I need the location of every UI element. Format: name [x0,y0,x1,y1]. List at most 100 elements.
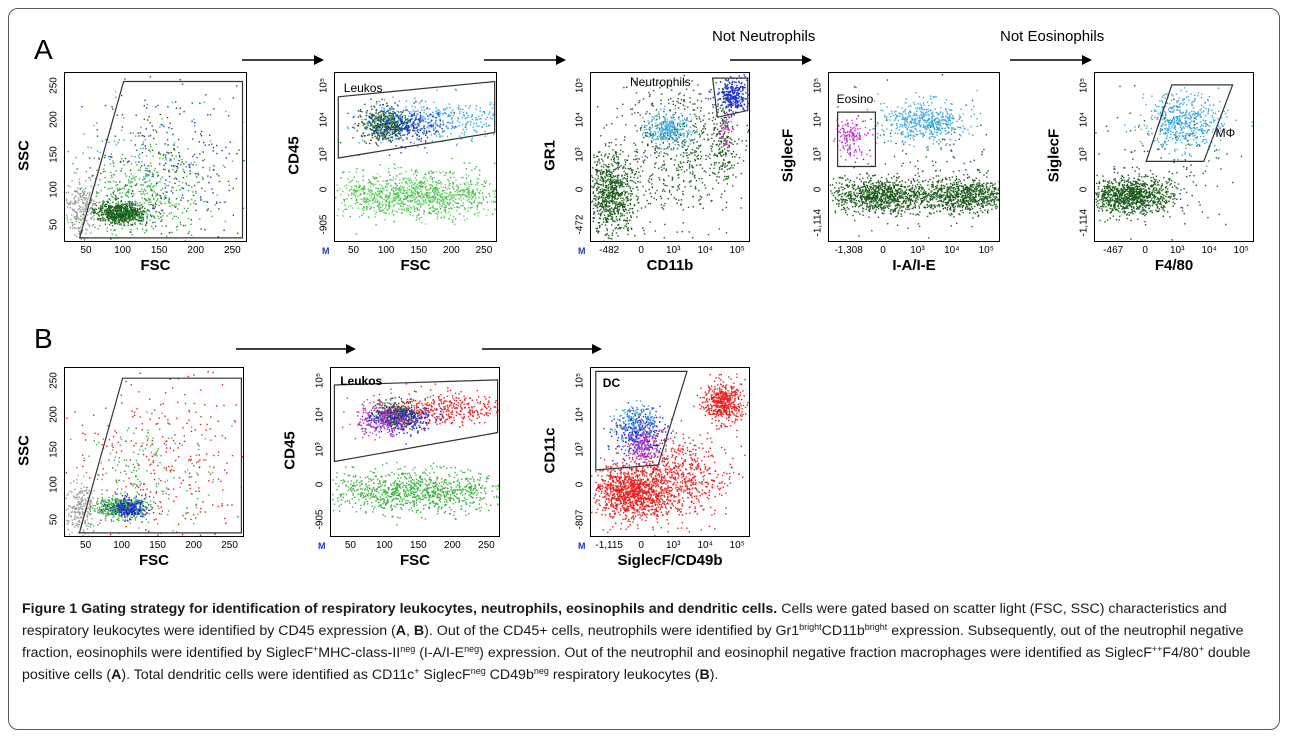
x-tick-label: 10⁴ [697,540,713,551]
caption-text: , [406,623,414,639]
event-cluster [833,117,879,161]
x-tick-label: 200 [444,540,461,551]
gate-polygon [78,80,244,239]
y-tick-label: 0 [1078,186,1090,193]
y-tick-label: -1,114 [1078,208,1090,237]
marker-m: M [322,246,330,256]
x-tick-label: 100 [376,540,393,551]
event-cluster [332,461,499,526]
event-cluster [604,418,746,533]
y-tick-label: 10³ [314,442,326,458]
y-tick-label: -472 [574,214,586,235]
caption-text: Cells were gated based on scatter light … [22,601,1227,639]
marker-m: M [578,246,586,256]
caption-text: (I-A/I-E [415,645,465,661]
caption-text: F4/80 [1162,645,1199,661]
x-tick-label: -467 [1103,245,1124,256]
event-cluster [336,166,496,226]
marker-m: M [318,541,326,551]
caption-sup: ++ [1151,644,1163,654]
y-tick-label: 10⁴ [314,407,326,423]
y-tick-label: -905 [314,509,326,530]
x-tick-label: 10³ [665,540,681,551]
x-tick-label: -482 [599,245,620,256]
y-tick-label: 150 [48,441,60,459]
caption-text: respiratory leukocytes ( [548,667,700,683]
dot-plot-svg [591,370,749,536]
caption-ref: B [413,623,425,639]
event-cluster [866,89,982,151]
event-cluster [693,373,749,448]
caption-sup: + [414,666,420,676]
x-tick-label: 50 [80,245,92,256]
x-tick-label: 100 [377,245,395,256]
event-cluster [79,492,162,526]
x-tick-label: 100 [114,245,131,256]
caption-text: ). Out of the CD45+ cells, neutrophils w… [424,623,800,639]
panel-letter-b: B [34,323,53,354]
y-axis-title: SiglecF [1045,128,1063,183]
gate-arrow-3 [730,53,812,71]
gate-polygon [595,370,688,471]
gate-polygon [333,379,499,463]
y-tick-label: 0 [318,186,330,193]
y-tick-label: 10⁵ [318,77,330,93]
plot-area [590,72,750,242]
caption-sup: neg [400,644,416,654]
y-tick-label: 100 [48,181,60,198]
x-tick-label: 150 [149,540,166,551]
x-tick-label: 200 [443,245,460,256]
x-tick-label: 0 [880,245,886,256]
x-tick-label: 10⁵ [729,245,745,256]
y-tick-label: 200 [48,111,60,129]
x-tick-label: 10³ [665,245,681,256]
x-tick-label: 200 [187,245,205,256]
x-tick-label: 10⁴ [1201,245,1217,256]
x-axis-title: F4/80 [1154,257,1194,274]
y-tick-label: 10³ [574,147,586,163]
y-axis-title: CD45 [281,431,299,470]
x-tick-label: 250 [224,245,241,256]
gate-label: MΦ [1215,126,1236,141]
gate-polygon [1145,84,1234,163]
x-tick-label: 150 [150,245,168,256]
gate-label: Leukos [340,373,383,388]
x-tick-label: 200 [185,540,202,551]
y-tick-label: 10⁵ [574,372,586,388]
marker-m: M [578,541,586,551]
x-tick-label: 10⁵ [978,245,994,256]
y-tick-label: 250 [48,76,60,94]
x-axis-title: FSC [400,552,430,569]
y-tick-label: 10⁴ [318,112,330,128]
x-axis-title: FSC [400,257,431,274]
y-tick-label: 50 [48,218,60,231]
y-axis-title: SSC [15,140,33,171]
dot-plot-svg [1095,84,1253,241]
dot-plot-svg [829,74,999,239]
event-cluster [618,424,663,466]
event-cluster [1095,85,1243,241]
event-cluster [73,90,245,234]
dot-plot-svg [591,74,749,241]
y-tick-label: 10³ [1078,147,1090,163]
x-tick-label: 10³ [1169,245,1185,256]
y-tick-label: 10⁴ [812,112,824,128]
y-tick-label: 0 [574,186,586,193]
x-axis-title: I-A/I-E [892,257,936,274]
arrow-label-not-eosinophils: Not Eosinophils [1000,28,1105,45]
gate-polygon [337,80,496,159]
y-tick-label: 50 [48,513,60,526]
event-cluster [609,400,657,450]
plot-area [64,72,247,242]
caption-ref: A [111,667,122,683]
gate-label: Leukos [343,80,383,95]
y-tick-label: 10³ [574,442,586,458]
dot-plot-svg [335,80,496,235]
event-cluster [592,74,749,239]
y-tick-label: 0 [812,186,824,193]
panel-letter-a: A [34,34,53,65]
x-tick-label: 10⁴ [944,245,960,256]
y-tick-label: 0 [314,481,326,488]
event-cluster [591,444,701,536]
event-cluster [65,474,103,536]
